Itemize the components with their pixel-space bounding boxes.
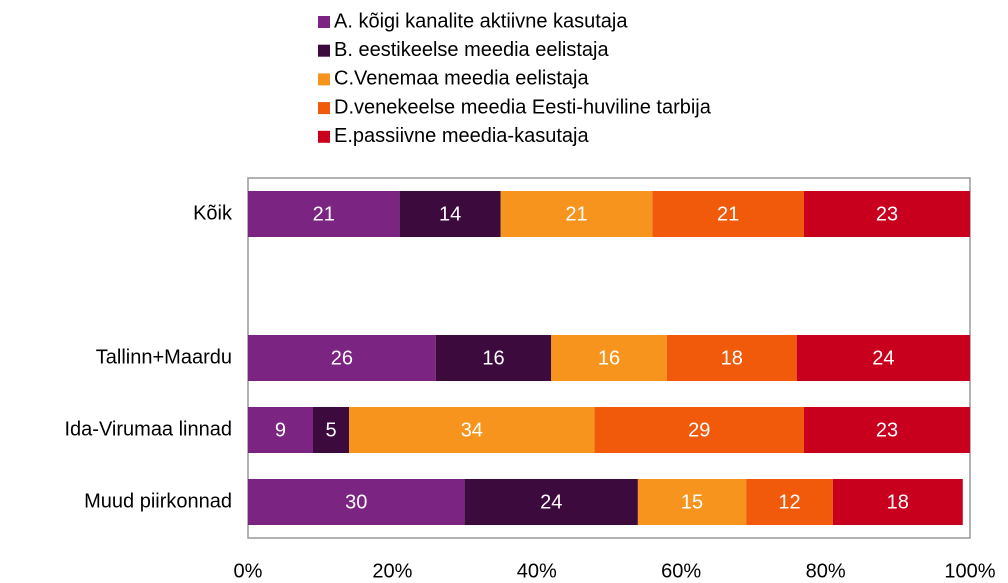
data-label: 5 bbox=[325, 419, 336, 441]
bar-segment bbox=[594, 407, 804, 453]
x-tick-label: 0% bbox=[234, 560, 263, 582]
legend-swatch bbox=[318, 44, 330, 57]
x-tick-label: 20% bbox=[372, 560, 412, 582]
data-label: 9 bbox=[275, 419, 286, 441]
bar-segment bbox=[349, 407, 595, 453]
data-label: 30 bbox=[345, 491, 367, 513]
legend-swatch bbox=[318, 73, 330, 86]
data-label: 12 bbox=[778, 491, 800, 513]
legend-swatch bbox=[318, 102, 330, 115]
bar-segment bbox=[746, 479, 833, 525]
x-tick-label: 40% bbox=[517, 560, 557, 582]
data-label: 18 bbox=[721, 347, 743, 369]
data-label: 14 bbox=[439, 203, 461, 225]
data-label: 16 bbox=[482, 347, 504, 369]
x-tick-label: 60% bbox=[661, 560, 701, 582]
bar-segment bbox=[637, 479, 747, 525]
data-label: 29 bbox=[688, 419, 710, 441]
data-label: 15 bbox=[681, 491, 703, 513]
data-label: 24 bbox=[872, 347, 894, 369]
legend-label: A. kõigi kanalite aktiivne kasutaja bbox=[334, 10, 628, 32]
bar-segment bbox=[803, 407, 970, 453]
legend-swatch bbox=[318, 130, 330, 143]
bar-segment bbox=[435, 335, 552, 381]
y-tick-label: Muud piirkonnad bbox=[84, 490, 232, 512]
bar-segment bbox=[796, 335, 970, 381]
bar-segment bbox=[551, 335, 667, 381]
bar-segment bbox=[248, 335, 436, 381]
data-label: 16 bbox=[598, 347, 620, 369]
x-tick-label: 100% bbox=[944, 560, 995, 582]
legend-label: E.passiivne meedia-kasutaja bbox=[334, 125, 589, 147]
bar-segment bbox=[803, 191, 970, 237]
bar-segment bbox=[666, 335, 797, 381]
data-label: 23 bbox=[876, 419, 898, 441]
data-label: 21 bbox=[717, 203, 739, 225]
y-tick-label: Ida-Virumaa linnad bbox=[64, 418, 232, 440]
y-tick-label: Tallinn+Maardu bbox=[96, 346, 232, 368]
data-label: 34 bbox=[461, 419, 483, 441]
bar-segment bbox=[248, 191, 400, 237]
y-tick-label: Kõik bbox=[193, 202, 233, 224]
bar-segment bbox=[399, 191, 501, 237]
data-label: 18 bbox=[887, 491, 909, 513]
data-label: 23 bbox=[876, 203, 898, 225]
data-label: 21 bbox=[313, 203, 335, 225]
data-label: 26 bbox=[331, 347, 353, 369]
data-label: 21 bbox=[565, 203, 587, 225]
legend-swatch bbox=[318, 16, 330, 28]
legend-label: C.Venemaa meedia eelistaja bbox=[334, 68, 589, 90]
bar-segment bbox=[832, 479, 963, 525]
legend-label: D.venekeelse meedia Eesti-huviline tarbi… bbox=[334, 96, 712, 118]
x-tick-label: 80% bbox=[806, 560, 846, 582]
bar-segment bbox=[500, 191, 653, 237]
bar-segment bbox=[464, 479, 638, 525]
legend-label: B. eestikeelse meedia eelistaja bbox=[334, 39, 609, 61]
bar-segment bbox=[248, 479, 465, 525]
bar-segment bbox=[652, 191, 804, 237]
bar-segment bbox=[312, 407, 350, 453]
data-label: 24 bbox=[540, 491, 562, 513]
bar-segment bbox=[248, 407, 313, 453]
